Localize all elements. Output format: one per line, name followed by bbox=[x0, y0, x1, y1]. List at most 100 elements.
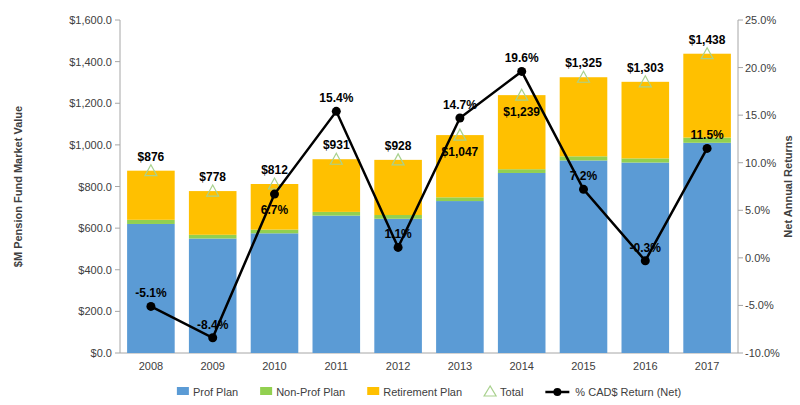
y2-tick-label: 20.0% bbox=[745, 62, 776, 74]
y2-axis-title: Net Annual Returns bbox=[782, 135, 794, 237]
bar-segment bbox=[251, 233, 299, 353]
bar-segment bbox=[189, 235, 237, 239]
y-tick bbox=[115, 20, 120, 21]
chart: $0.0$200.0$400.0$600.0$800.0$1,000.0$1,2… bbox=[0, 0, 800, 405]
bar-segment bbox=[560, 160, 608, 353]
return-label: 11.5% bbox=[690, 128, 724, 142]
legend-item: Total bbox=[484, 386, 523, 398]
y-tick-label: $0.0 bbox=[91, 347, 112, 359]
return-point bbox=[146, 302, 155, 311]
bar-segment bbox=[127, 220, 175, 224]
marks bbox=[127, 48, 731, 353]
total-label: $812 bbox=[261, 163, 288, 177]
return-point bbox=[579, 185, 588, 194]
bar-segment bbox=[498, 95, 546, 169]
return-point bbox=[208, 333, 217, 342]
total-marker bbox=[145, 165, 157, 176]
y2-tick-label: 25.0% bbox=[745, 14, 776, 26]
y2-tick-label: 10.0% bbox=[745, 157, 776, 169]
y-tick bbox=[115, 353, 120, 354]
legend-swatch-marker bbox=[553, 388, 561, 396]
legend-item: Retirement Plan bbox=[367, 386, 462, 398]
legend-label: Prof Plan bbox=[193, 386, 238, 398]
bar-segment bbox=[436, 197, 484, 201]
return-line bbox=[151, 71, 707, 337]
legend-label: Retirement Plan bbox=[383, 386, 462, 398]
total-label: $931 bbox=[323, 138, 350, 152]
return-label: 7.2% bbox=[570, 169, 598, 183]
total-marker bbox=[392, 154, 404, 165]
y-tick bbox=[115, 311, 120, 312]
bar-segment bbox=[498, 169, 546, 173]
bar-segment bbox=[313, 159, 361, 212]
total-marker bbox=[639, 76, 651, 87]
x-tick-label: 2010 bbox=[262, 360, 286, 372]
return-point bbox=[641, 256, 650, 265]
data-labels: $876$778$812$931$928$1,047$1,239$1,325$1… bbox=[135, 33, 726, 332]
y-tick-label: $1,000.0 bbox=[69, 139, 112, 151]
total-label: $1,438 bbox=[689, 33, 726, 47]
return-point bbox=[270, 190, 279, 199]
bar-segment bbox=[251, 184, 299, 230]
y-tick-label: $1,600.0 bbox=[69, 14, 112, 26]
y2-tick bbox=[738, 162, 743, 163]
bar-segment bbox=[560, 77, 608, 156]
return-point bbox=[517, 67, 526, 76]
axes: $0.0$200.0$400.0$600.0$800.0$1,000.0$1,2… bbox=[12, 14, 794, 372]
total-marker bbox=[207, 185, 219, 196]
y-tick-label: $200.0 bbox=[78, 305, 112, 317]
return-point bbox=[394, 243, 403, 252]
return-label: 1.1% bbox=[384, 227, 412, 241]
x-tick-label: 2014 bbox=[509, 360, 533, 372]
bar-segment bbox=[127, 224, 175, 353]
x-tick-label: 2011 bbox=[324, 360, 348, 372]
legend-swatch bbox=[367, 387, 379, 395]
bar-segment bbox=[683, 54, 731, 138]
x-tick-label: 2017 bbox=[695, 360, 719, 372]
y-tick-label: $1,400.0 bbox=[69, 56, 112, 68]
total-label: $1,047 bbox=[442, 145, 479, 159]
legend-item: Non-Prof Plan bbox=[260, 386, 345, 398]
legend-swatch bbox=[260, 387, 272, 395]
bar-segment bbox=[498, 173, 546, 353]
bar-segment bbox=[622, 158, 670, 162]
bar-segment bbox=[313, 216, 361, 353]
total-label: $928 bbox=[385, 139, 412, 153]
legend-label: Non-Prof Plan bbox=[276, 386, 345, 398]
y-tick-label: $400.0 bbox=[78, 264, 112, 276]
bar-segment bbox=[189, 239, 237, 353]
y2-tick bbox=[738, 67, 743, 68]
legend-label: Total bbox=[500, 386, 523, 398]
total-label: $1,239 bbox=[503, 105, 540, 119]
return-label: -5.1% bbox=[135, 286, 167, 300]
x-tick-label: 2012 bbox=[386, 360, 410, 372]
bar-segment bbox=[127, 171, 175, 220]
bar-segment bbox=[436, 201, 484, 353]
y2-axis-line bbox=[738, 20, 739, 353]
bar-segment bbox=[374, 219, 422, 353]
y2-tick-label: 5.0% bbox=[745, 204, 770, 216]
return-label: 6.7% bbox=[261, 203, 289, 217]
y2-tick bbox=[738, 305, 743, 306]
y-tick bbox=[115, 186, 120, 187]
x-tick-label: 2009 bbox=[200, 360, 224, 372]
legend-item: Prof Plan bbox=[177, 386, 238, 398]
legend-swatch bbox=[177, 387, 189, 395]
bar-segment bbox=[622, 82, 670, 159]
y2-tick-label: 15.0% bbox=[745, 109, 776, 121]
y2-tick bbox=[738, 20, 743, 21]
y2-tick-label: -5.0% bbox=[745, 299, 774, 311]
return-point bbox=[455, 113, 464, 122]
legend-item: % CAD$ Return (Net) bbox=[545, 386, 681, 398]
bar-segment bbox=[622, 163, 670, 353]
y-tick bbox=[115, 144, 120, 145]
page: {"chart_data": { "type": "bar", "stacked… bbox=[0, 0, 800, 405]
legend: Prof Plan Non-Prof Plan Retirement Plan Tot… bbox=[177, 386, 681, 398]
y-tick-label: $800.0 bbox=[78, 181, 112, 193]
y-axis-title: $M Pension Fund Market Value bbox=[12, 106, 24, 267]
x-tick-label: 2008 bbox=[139, 360, 163, 372]
total-marker bbox=[701, 48, 713, 59]
return-label: 14.7% bbox=[443, 98, 477, 112]
y2-tick bbox=[738, 257, 743, 258]
return-label: 15.4% bbox=[319, 91, 353, 105]
